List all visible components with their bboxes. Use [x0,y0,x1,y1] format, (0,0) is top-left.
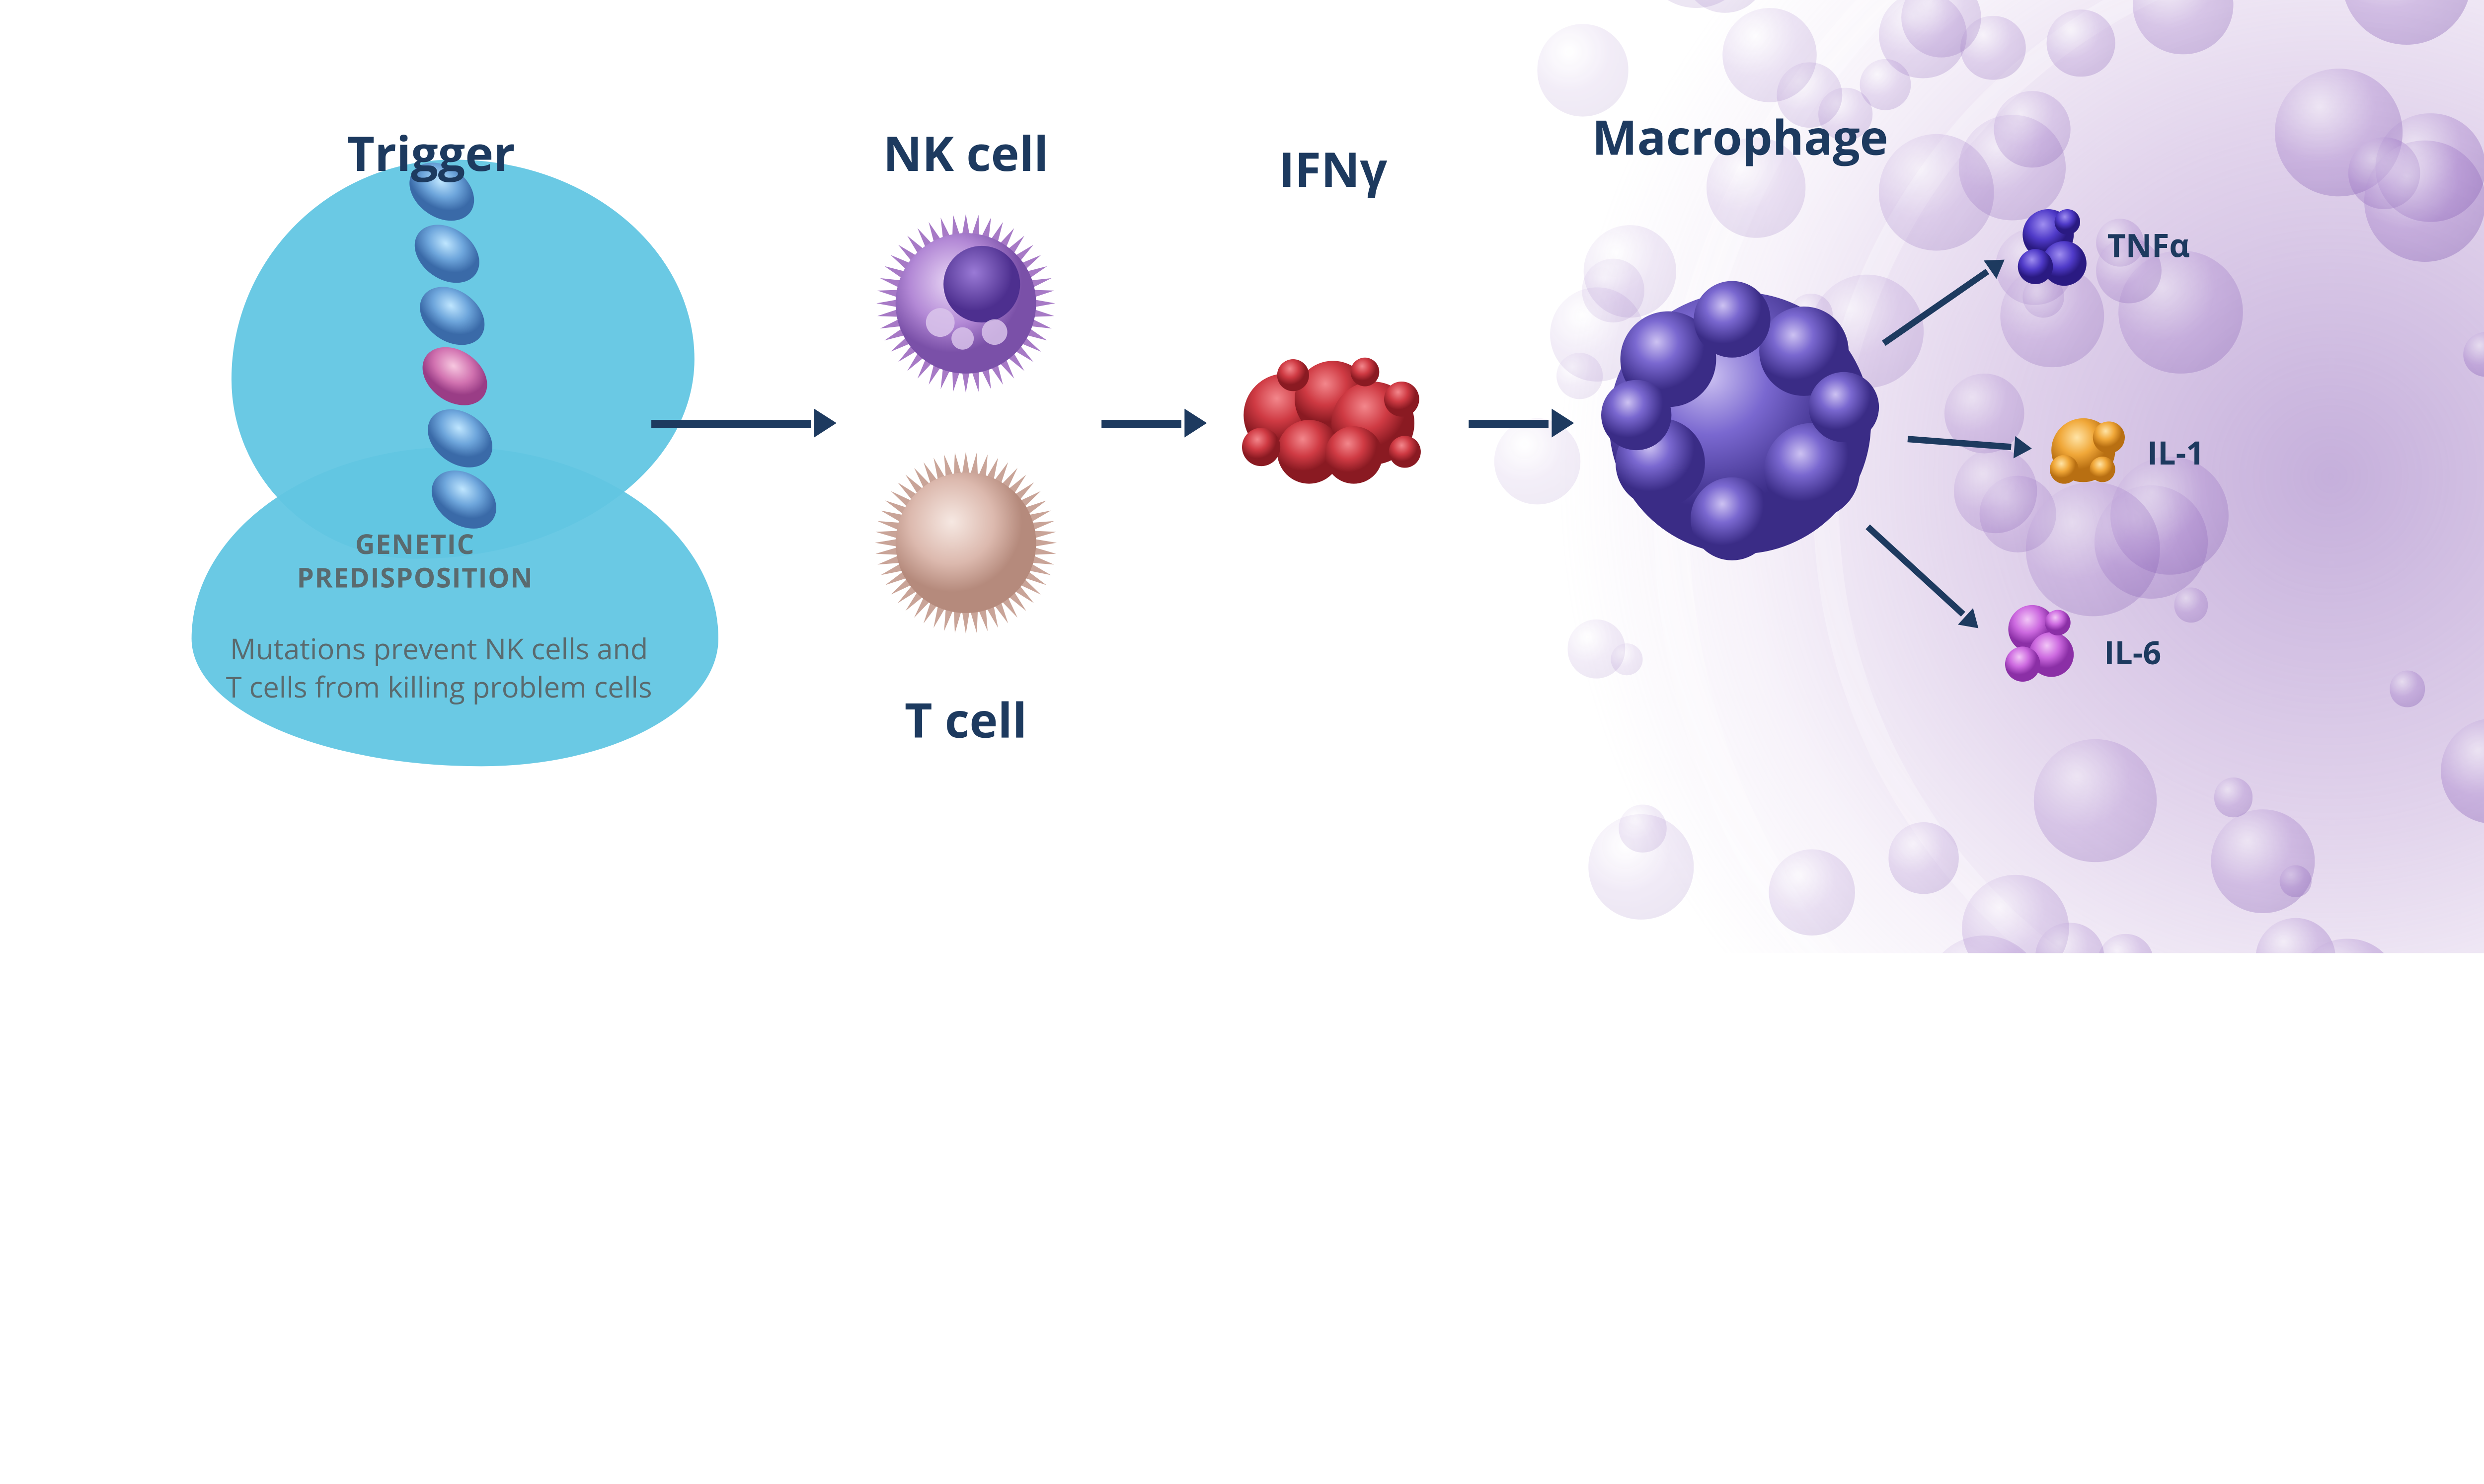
t-cell [870,447,1062,639]
background-cell [1769,850,1855,936]
background-cell [1619,805,1666,853]
background-cell [2211,810,2315,913]
trigger-label: Trigger [319,120,543,185]
background-cell [1611,643,1643,675]
tnfa-molecule [2004,200,2099,304]
genetic-predisposition-body: Mutations prevent NK cells and T cells f… [192,630,687,708]
background-cell [2365,141,2484,262]
ifny-molecule [1213,327,1453,519]
background-cell [2174,588,2209,623]
background-cell [1994,91,2070,168]
flow-arrow-1 [651,419,811,427]
tnfa-label: TNFα [2107,224,2190,267]
genetic-predisposition-heading: GENETIC PREDISPOSITION [247,527,583,595]
background-cell [1538,25,1629,116]
background-cell [1859,59,1910,110]
ifny-label: IFNγ [1245,136,1420,201]
il1-label: IL-1 [2147,431,2204,474]
flow-arrow-2 [1101,419,1181,427]
background-cell [1722,7,1816,102]
flow-arrow-3 [1469,419,1549,427]
macrophage-label: Macrophage [1580,104,1900,169]
nk-cell-label: NK cell [870,120,1062,185]
background-cell [2034,739,2157,862]
il6-molecule [1988,591,2092,703]
t-cell-label: T cell [870,687,1062,752]
background-cell [2047,10,2115,78]
background-cell [1953,449,2037,533]
il1-molecule [2035,402,2134,498]
nk-cell [870,208,1062,399]
background-cell [2390,671,2425,706]
background-cell [1888,822,1959,893]
background-cell [2214,778,2253,817]
il6-label: IL-6 [2104,630,2161,674]
macrophage [1572,247,1908,583]
